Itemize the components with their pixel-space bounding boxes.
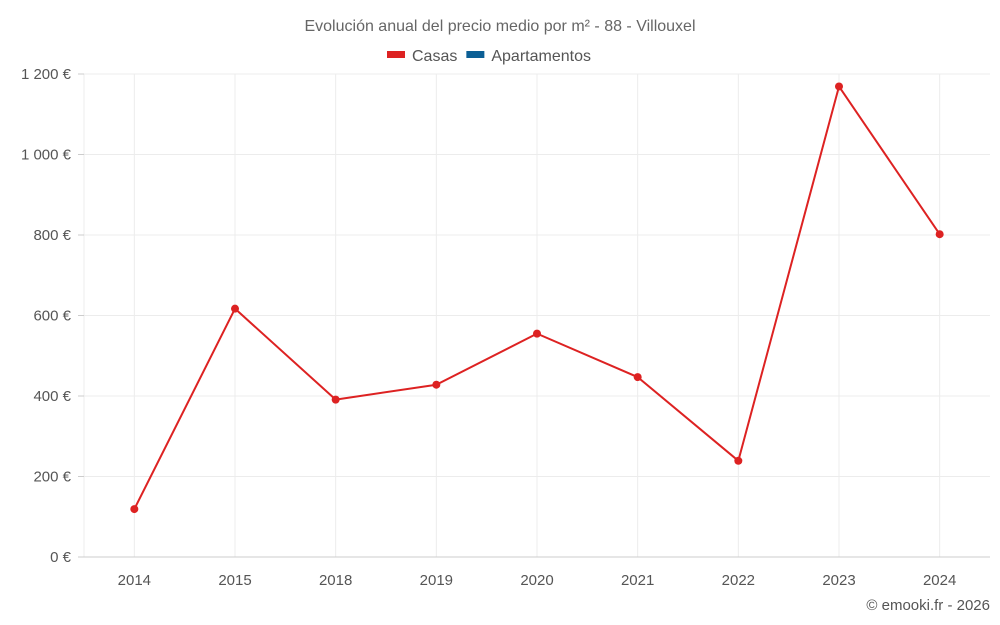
x-axis: 2014 2015 2018 2019 2020 2021 2022 2023 2024 bbox=[84, 556, 990, 589]
x-tick-label: 2024 bbox=[923, 572, 956, 589]
data-point-2020[interactable] bbox=[533, 329, 541, 338]
legend-swatch bbox=[387, 51, 405, 58]
legend-label: Casas bbox=[412, 48, 457, 65]
legend-swatch bbox=[466, 51, 485, 58]
y-tick-label: 1 000 € bbox=[21, 147, 72, 164]
x-tick-label: 2021 bbox=[621, 572, 654, 589]
data-point-2018[interactable] bbox=[331, 395, 340, 404]
legend: Casas Apartamentos bbox=[387, 48, 591, 65]
y-tick-label: 1 200 € bbox=[21, 66, 72, 83]
data-point-2022[interactable] bbox=[734, 456, 743, 465]
x-tick-label: 2014 bbox=[118, 572, 151, 589]
x-tick-label: 2019 bbox=[420, 572, 453, 589]
data-point-2021[interactable] bbox=[633, 373, 642, 382]
data-point-2015[interactable] bbox=[231, 304, 239, 313]
legend-item-casas[interactable]: Casas bbox=[387, 48, 457, 65]
y-tick-label: 0 € bbox=[50, 549, 72, 566]
credit-text: © emooki.fr - 2026 bbox=[866, 597, 990, 614]
x-tick-label: 2020 bbox=[520, 572, 553, 589]
legend-item-apartamentos[interactable]: Apartamentos bbox=[466, 48, 591, 65]
x-tick-label: 2015 bbox=[218, 572, 251, 589]
legend-label: Apartamentos bbox=[491, 48, 591, 65]
y-tick-label: 200 € bbox=[33, 469, 71, 486]
x-tick-label: 2023 bbox=[822, 572, 855, 589]
y-tick-label: 800 € bbox=[33, 227, 71, 244]
data-point-2014[interactable] bbox=[130, 505, 139, 514]
data-point-2024[interactable] bbox=[935, 230, 944, 239]
y-axis: 0 € 200 € 400 € 600 € 800 € 1 000 € 1 200 € bbox=[21, 66, 84, 566]
series-casas bbox=[130, 82, 944, 514]
y-tick-label: 600 € bbox=[33, 308, 71, 325]
chart-title: Evolución anual del precio medio por m² … bbox=[304, 18, 695, 35]
y-tick-label: 400 € bbox=[33, 388, 71, 405]
data-point-2019[interactable] bbox=[432, 380, 441, 389]
x-tick-label: 2018 bbox=[319, 572, 352, 589]
data-point-2023[interactable] bbox=[835, 82, 843, 91]
grid bbox=[83, 73, 990, 557]
x-tick-label: 2022 bbox=[722, 572, 755, 589]
